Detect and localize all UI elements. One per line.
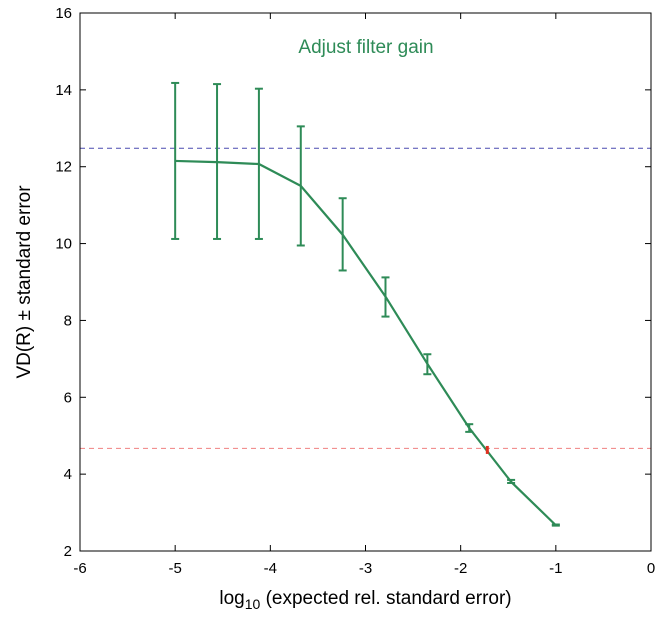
y-tick-label: 6 (64, 389, 72, 406)
ticks: -6 -5 -4 -3 -2 -1 0 2 4 6 8 10 12 14 16 (55, 5, 655, 577)
error-bar (254, 87, 263, 240)
y-tick-label: 14 (55, 82, 72, 99)
x-tick-label: -4 (264, 560, 277, 577)
y-tick-label: 12 (55, 159, 72, 176)
y-tick-label: 16 (55, 5, 72, 22)
error-bar (423, 353, 432, 376)
error-bar (171, 81, 180, 240)
x-tick-label: -3 (359, 560, 372, 577)
x-tick-label: 0 (647, 560, 655, 577)
x-axis-label-suffix: (expected rel. standard error) (260, 588, 511, 609)
error-bar (465, 423, 474, 433)
x-axis-label-prefix: log (219, 588, 244, 609)
x-tick-label: -2 (454, 560, 467, 577)
y-tick-label: 2 (64, 543, 72, 560)
y-tick-label: 4 (64, 466, 72, 483)
error-bar (507, 478, 516, 484)
error-bar (338, 197, 347, 272)
axes-frame (79, 12, 652, 552)
chart-title: Adjust filter gain (298, 37, 433, 58)
x-tick-label: -6 (73, 560, 86, 577)
y-tick-label: 10 (55, 236, 72, 253)
x-axis-label: log10 (expected rel. standard error) (219, 588, 511, 612)
x-axis-label-subscript: 10 (245, 596, 261, 612)
error-bar (551, 523, 560, 527)
error-bar (296, 125, 305, 247)
series-layer (171, 81, 560, 527)
x-tick-label: -1 (549, 560, 562, 577)
y-axis-label: VD(R) ± standard error (14, 185, 35, 379)
error-bar (381, 276, 390, 318)
error-bar (213, 83, 222, 240)
reference-lines (80, 147, 651, 449)
y-tick-label: 8 (64, 312, 72, 329)
x-tick-label: -5 (168, 560, 181, 577)
series-line (175, 159, 557, 527)
